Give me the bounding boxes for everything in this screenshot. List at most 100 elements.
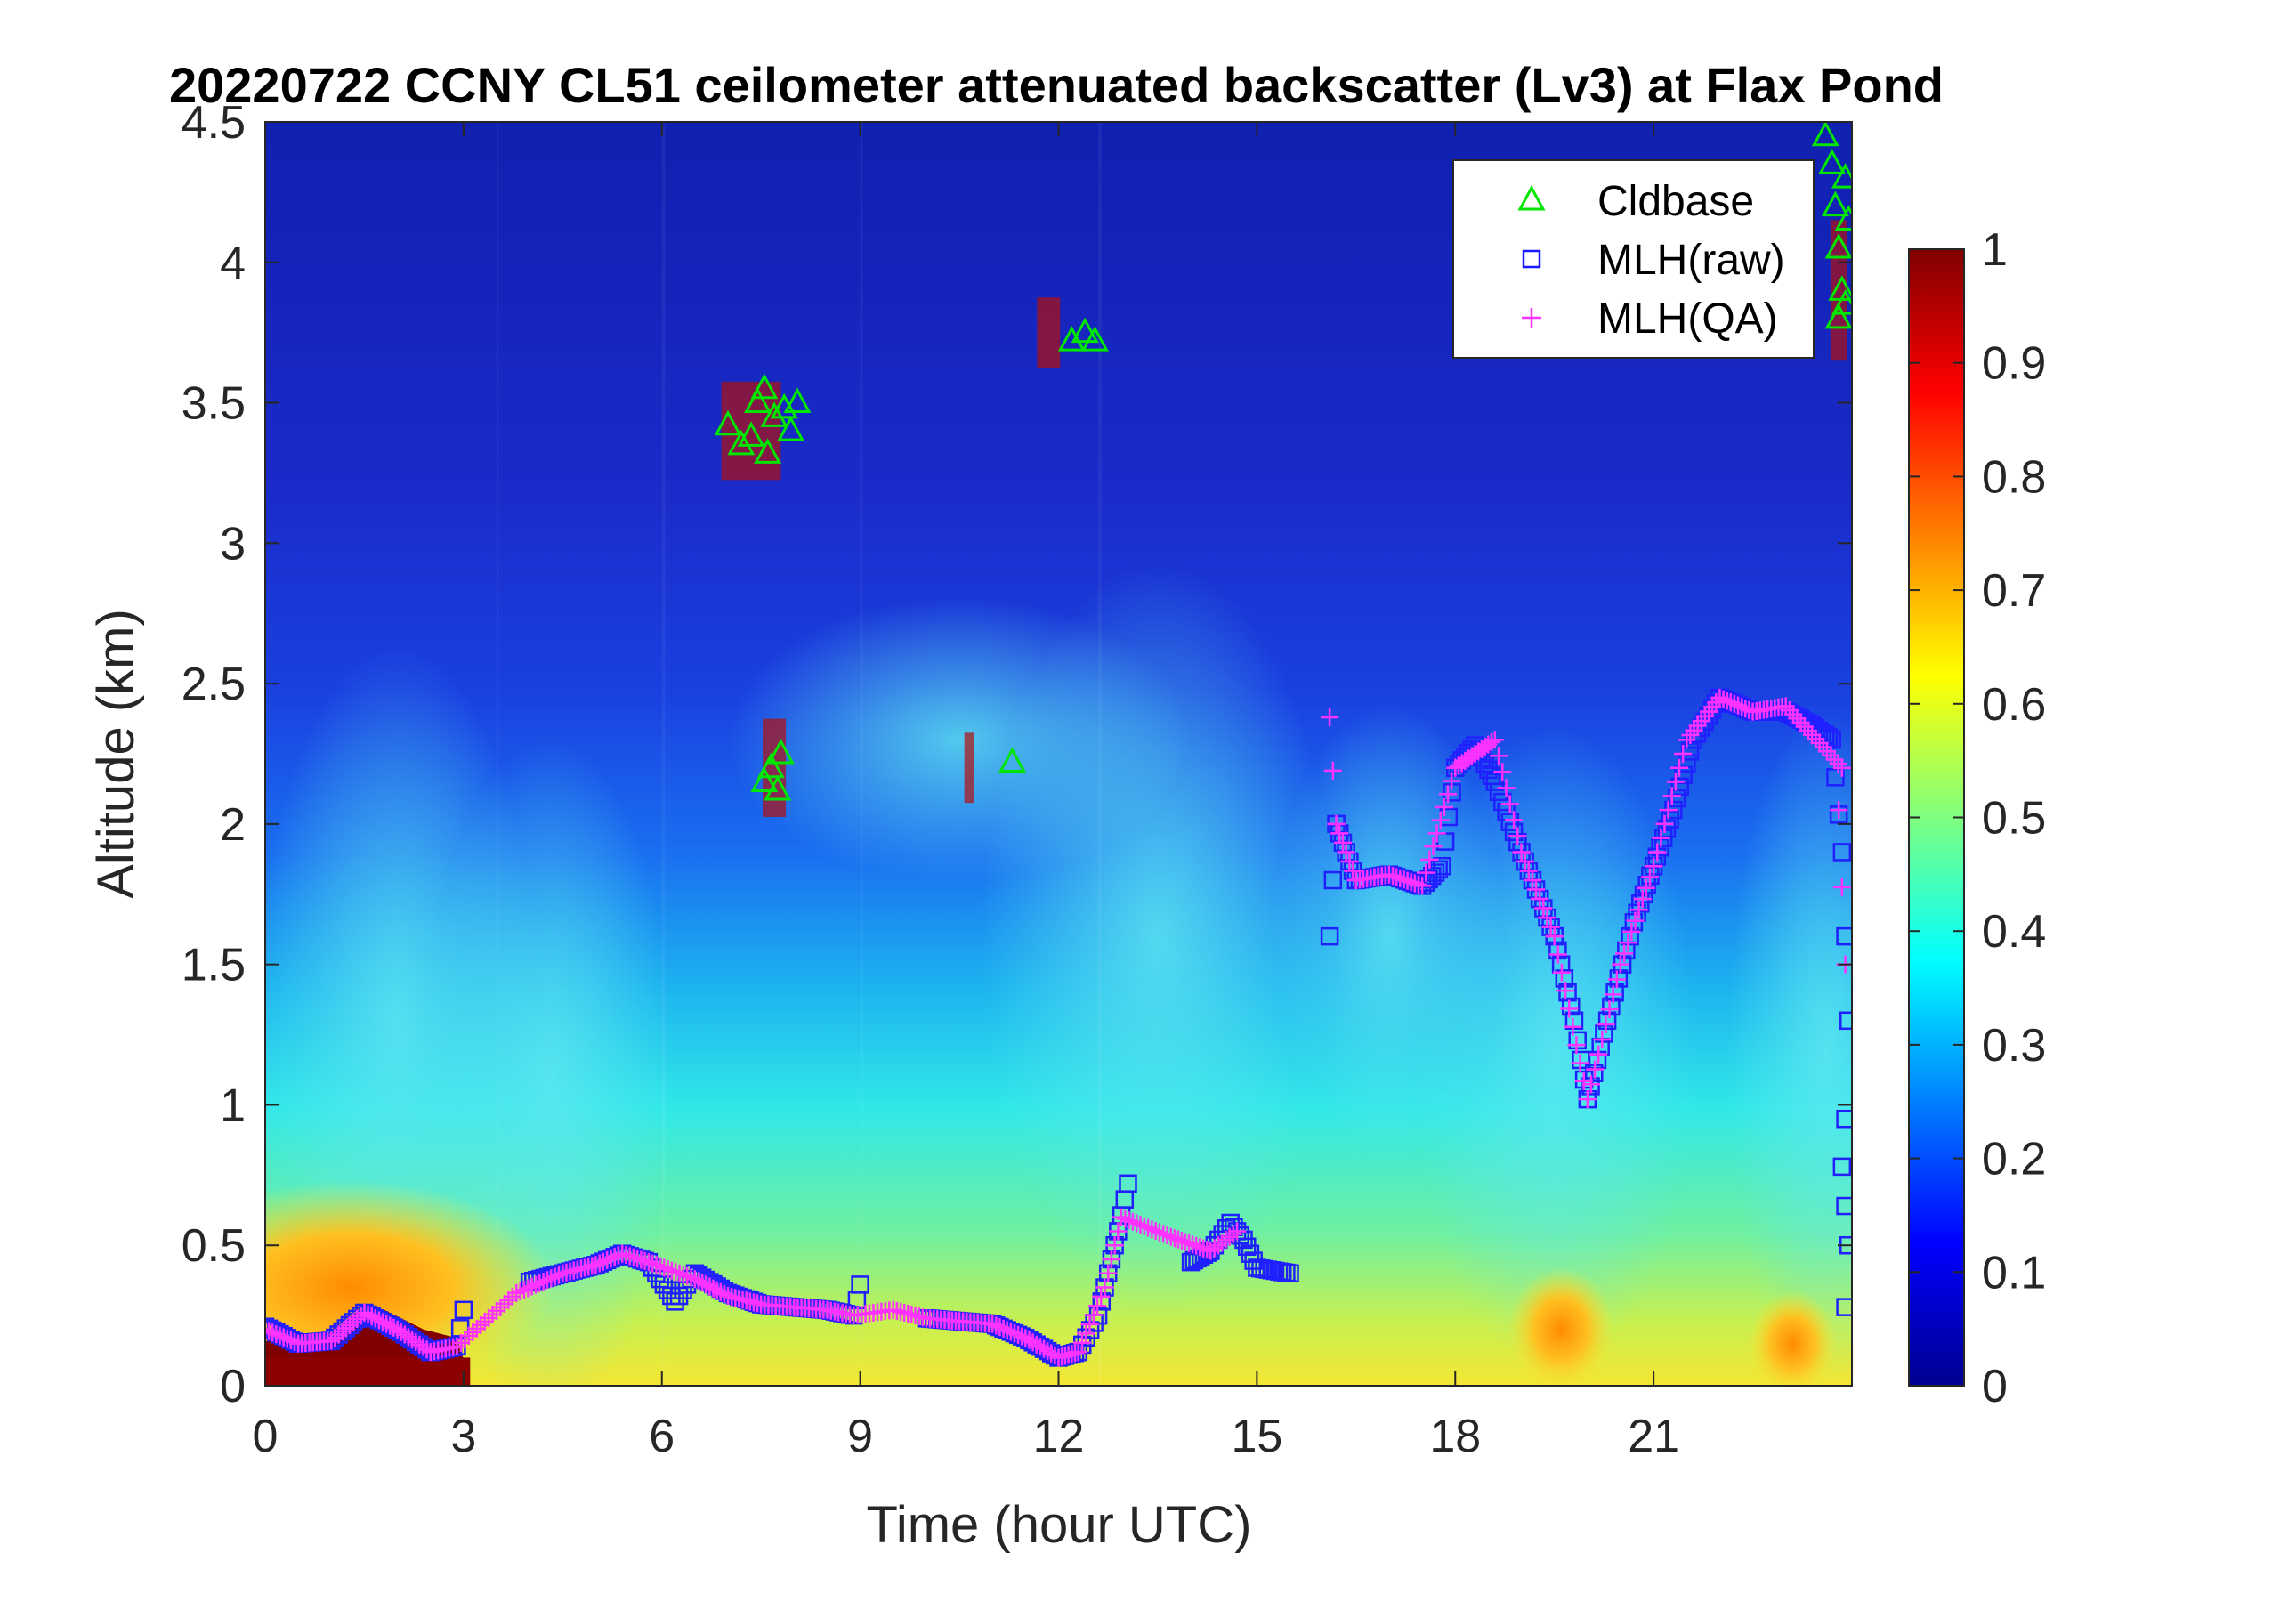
mlh-qa-marker bbox=[1552, 963, 1571, 982]
mlh-qa-marker bbox=[1131, 1216, 1150, 1234]
bright-plume bbox=[1411, 728, 1697, 1370]
mlh-qa-marker bbox=[1402, 873, 1420, 892]
mlh-qa-marker bbox=[1604, 985, 1622, 1004]
mlh-qa-marker bbox=[1780, 700, 1799, 719]
mlh-qa-marker bbox=[1443, 772, 1461, 790]
mlh-qa-marker bbox=[647, 1256, 666, 1274]
mlh-qa-marker bbox=[1143, 1220, 1161, 1239]
mlh-qa-marker bbox=[1655, 814, 1674, 833]
mlh-qa-marker bbox=[1829, 755, 1847, 773]
colorbar-tick-label: 0.3 bbox=[1982, 1020, 2046, 1072]
x-tick-label: 6 bbox=[649, 1411, 675, 1462]
mlh-qa-marker bbox=[1541, 918, 1560, 936]
mlh-qa-marker bbox=[1695, 707, 1714, 725]
mlh-raw-marker bbox=[1119, 1174, 1137, 1193]
mlh-qa-marker bbox=[519, 1279, 538, 1298]
mlh-raw-marker bbox=[1422, 867, 1442, 886]
mlh-qa-marker bbox=[1729, 696, 1748, 715]
cldbase-marker bbox=[1057, 325, 1086, 352]
mlh-qa-marker bbox=[1168, 1230, 1187, 1249]
cldbase-marker bbox=[760, 401, 788, 427]
mlh-qa-marker bbox=[697, 1275, 715, 1294]
mlh-qa-marker bbox=[700, 1277, 719, 1296]
mlh-qa-marker bbox=[1109, 1222, 1128, 1241]
mlh-qa-marker bbox=[1431, 811, 1450, 829]
mlh-qa-marker bbox=[598, 1250, 617, 1269]
mlh-qa-marker bbox=[1417, 863, 1435, 882]
cldbase-marker bbox=[1821, 190, 1849, 217]
legend-marker-square bbox=[1522, 249, 1541, 269]
mlh-qa-marker bbox=[1581, 1075, 1600, 1094]
x-tick-label: 18 bbox=[1429, 1411, 1481, 1462]
mlh-qa-marker bbox=[1485, 731, 1504, 749]
mlh-raw-marker bbox=[1621, 926, 1639, 946]
mlh-qa-marker bbox=[1814, 738, 1832, 756]
mlh-qa-marker bbox=[1161, 1227, 1180, 1246]
mlh-raw-marker bbox=[1624, 913, 1644, 932]
mlh-qa-marker bbox=[265, 1323, 282, 1342]
mlh-qa-marker bbox=[1493, 763, 1512, 781]
mlh-qa-marker bbox=[1187, 1236, 1206, 1255]
mlh-qa-marker bbox=[707, 1281, 726, 1299]
mlh-qa-marker bbox=[1597, 1015, 1615, 1033]
mlh-qa-marker bbox=[355, 1303, 374, 1322]
mlh-qa-marker bbox=[1512, 843, 1531, 862]
mlh-raw-marker bbox=[1429, 860, 1448, 879]
mlh-qa-marker bbox=[1005, 1324, 1023, 1343]
mlh-qa-marker bbox=[1607, 970, 1626, 989]
legend-marker-plus bbox=[1522, 308, 1541, 328]
mlh-qa-marker bbox=[448, 1337, 466, 1355]
mlh-qa-marker bbox=[682, 1268, 700, 1287]
mlh-qa-marker bbox=[362, 1307, 381, 1326]
mlh-raw-marker bbox=[1819, 728, 1839, 747]
mlh-raw-marker bbox=[1602, 997, 1621, 1016]
mlh-qa-marker bbox=[1700, 702, 1718, 721]
mlh-qa-marker bbox=[1832, 758, 1851, 777]
mlh-qa-marker bbox=[1180, 1234, 1199, 1252]
mlh-qa-marker bbox=[1198, 1241, 1217, 1259]
mlh-qa-marker bbox=[1714, 690, 1733, 708]
legend-label: Cldbase bbox=[1597, 178, 1754, 225]
mlh-qa-marker bbox=[685, 1270, 704, 1289]
mlh-qa-marker bbox=[1788, 709, 1807, 728]
legend-marker-triangle bbox=[1517, 184, 1546, 211]
mlh-qa-marker bbox=[464, 1323, 482, 1341]
mlh-qa-marker bbox=[1105, 1236, 1124, 1255]
mlh-qa-marker bbox=[1039, 1342, 1057, 1361]
mlh-raw-marker bbox=[1839, 1011, 1852, 1031]
mlh-qa-marker bbox=[265, 1320, 274, 1339]
mlh-qa-marker bbox=[1505, 811, 1524, 829]
mlh-qa-marker bbox=[635, 1251, 654, 1270]
y-tick-label: 3 bbox=[220, 518, 246, 570]
bright-plume bbox=[1727, 710, 1852, 1386]
mlh-qa-marker bbox=[1545, 927, 1564, 946]
mlh-qa-marker bbox=[475, 1312, 494, 1331]
mlh-qa-marker bbox=[613, 1244, 632, 1263]
mlh-qa-marker bbox=[1791, 713, 1810, 732]
mlh-qa-marker bbox=[1077, 1324, 1095, 1343]
mlh-qa-marker bbox=[1413, 877, 1432, 895]
mlh-qa-marker bbox=[1027, 1335, 1046, 1354]
mlh-qa-marker bbox=[662, 1261, 681, 1280]
mlh-qa-marker bbox=[549, 1266, 568, 1284]
mlh-qa-marker bbox=[1721, 693, 1740, 712]
colorbar-tick-label: 0 bbox=[1982, 1361, 2008, 1412]
y-tick-label: 0 bbox=[220, 1361, 246, 1412]
mlh-qa-marker bbox=[1629, 901, 1648, 919]
mlh-raw-marker bbox=[1433, 856, 1451, 876]
mlh-qa-marker bbox=[1042, 1344, 1061, 1363]
mlh-qa-marker bbox=[690, 1272, 708, 1290]
colorbar-tick-label: 0.9 bbox=[1982, 338, 2046, 390]
mlh-qa-marker bbox=[1034, 1339, 1053, 1358]
mlh-qa-marker bbox=[590, 1254, 609, 1273]
mlh-qa-marker bbox=[1330, 824, 1349, 843]
mlh-qa-marker bbox=[1666, 773, 1685, 791]
mlh-qa-marker bbox=[1135, 1217, 1153, 1235]
mlh-raw-marker bbox=[1595, 1024, 1613, 1043]
mlh-qa-marker bbox=[1795, 717, 1814, 736]
colorbar-tick-label: 0.7 bbox=[1982, 565, 2046, 617]
column-artifact bbox=[860, 122, 863, 1386]
mlh-raw-marker bbox=[1558, 983, 1577, 1002]
mlh-qa-marker bbox=[1154, 1225, 1173, 1243]
mlh-qa-marker bbox=[1807, 730, 1825, 748]
